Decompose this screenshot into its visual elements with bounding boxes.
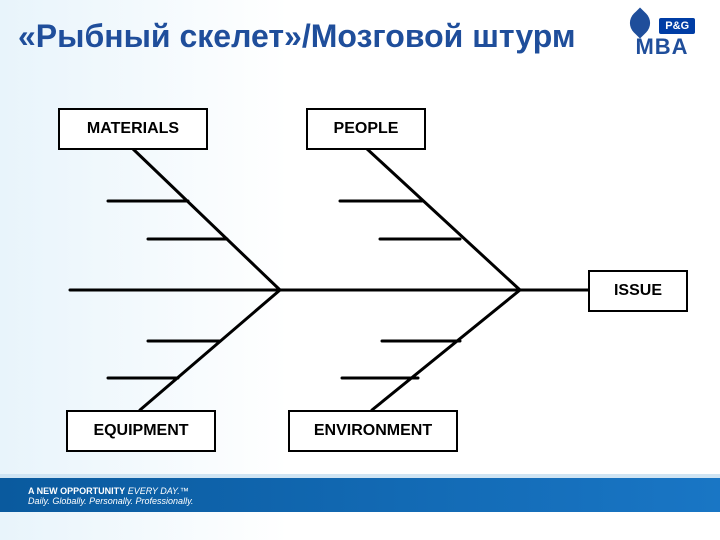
slide: «Рыбный скелет»/Мозговой штурм P&G MBA M… <box>0 0 720 540</box>
footer-line1: A NEW OPPORTUNITY <box>28 486 125 496</box>
box-issue: ISSUE <box>588 270 688 312</box>
footer-line2: EVERY DAY.™ <box>128 486 189 496</box>
box-environment: ENVIRONMENT <box>288 410 458 452</box>
footer-tagline: A NEW OPPORTUNITY EVERY DAY.™ Daily. Glo… <box>28 486 193 506</box>
box-people: PEOPLE <box>306 108 426 150</box>
footer-sub: Daily. Globally. Personally. Professiona… <box>28 496 193 506</box>
box-materials: MATERIALS <box>58 108 208 150</box>
box-equipment: EQUIPMENT <box>66 410 216 452</box>
